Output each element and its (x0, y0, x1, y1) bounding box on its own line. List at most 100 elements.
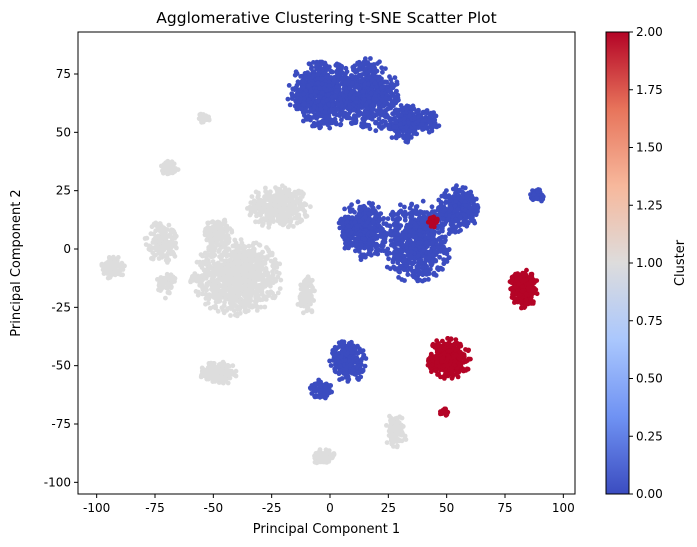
cluster-1-point (195, 292, 201, 298)
cluster-1-point (248, 280, 254, 286)
cluster-0-point (359, 244, 364, 250)
cluster-0-point (346, 244, 352, 250)
cluster-0-point (402, 211, 408, 216)
cluster-0-point (406, 120, 411, 125)
cluster-0-point (424, 240, 429, 246)
cluster-1-point (285, 224, 291, 230)
cluster-0-point (347, 207, 353, 213)
cluster-0-point (421, 247, 426, 253)
scatter-points (99, 56, 546, 466)
cluster-1-point (288, 217, 294, 223)
cluster-1-point (211, 228, 217, 233)
cluster-0-point (379, 97, 385, 103)
cluster-1-point (108, 273, 113, 279)
cluster-1-point (212, 252, 218, 258)
cluster-0-point (324, 74, 329, 80)
cluster-0-point (377, 59, 382, 65)
cluster-1-point (116, 271, 122, 277)
cluster-1-point (254, 308, 260, 313)
cluster-0-point (405, 133, 411, 139)
cluster-0-point (349, 73, 355, 79)
cluster-0-point (355, 60, 360, 66)
cluster-1-point (203, 296, 209, 301)
cluster-1-point (315, 455, 321, 461)
cluster-0-point (306, 83, 312, 89)
cluster-0-point (337, 111, 343, 116)
cluster-0-point (319, 81, 325, 87)
cluster-0-point (315, 62, 320, 68)
cluster-0-point (385, 216, 391, 222)
cluster-1-point (260, 284, 266, 289)
cluster-0-point (408, 254, 414, 260)
cluster-1-point (219, 379, 225, 385)
cluster-1-point (231, 308, 237, 313)
cluster-0-point (412, 208, 417, 214)
cluster-0-point (367, 126, 373, 132)
cluster-1-point (163, 295, 168, 301)
cluster-1-point (208, 232, 214, 238)
cluster-1-point (317, 447, 323, 452)
cluster-0-point (392, 75, 398, 80)
cluster-1-point (278, 277, 284, 283)
cluster-0-point (359, 121, 365, 126)
cluster-1-point (280, 183, 285, 189)
cluster-1-point (251, 269, 256, 275)
cluster-0-point (392, 115, 397, 121)
cluster-1-point (164, 254, 170, 260)
cluster-0-point (294, 92, 300, 97)
cluster-0-point (394, 231, 399, 236)
cluster-1-point (265, 290, 270, 295)
cluster-0-point (415, 240, 421, 246)
cluster-0-point (292, 72, 298, 78)
cluster-0-point (411, 106, 417, 112)
cluster-1-point (271, 266, 277, 271)
cluster-0-point (446, 247, 452, 252)
cluster-0-point (435, 265, 441, 270)
cluster-0-point (401, 253, 407, 259)
cluster-1-point (214, 279, 220, 285)
cluster-1-point (156, 256, 162, 261)
cluster-1-point (289, 210, 295, 215)
cluster-1-point (309, 277, 315, 283)
cluster-0-point (324, 114, 330, 119)
cluster-0-point (387, 250, 392, 256)
cluster-0-point (312, 104, 317, 110)
cluster-0-point (338, 122, 343, 128)
cluster-0-point (365, 81, 371, 87)
cluster-1-point (218, 225, 224, 231)
cluster-1-point (246, 299, 252, 305)
cluster-1-point (222, 219, 228, 225)
cluster-0-point (335, 107, 340, 112)
cluster-0-point (311, 60, 316, 65)
cluster-0-point (304, 117, 310, 122)
cluster-0-point (317, 85, 323, 91)
cluster-1-point (399, 429, 405, 435)
cluster-1-point (233, 256, 238, 262)
cluster-1-point (265, 254, 270, 259)
cluster-0-point (374, 120, 380, 126)
cluster-1-point (303, 281, 309, 286)
cluster-0-point (287, 102, 293, 108)
cluster-0-point (289, 91, 295, 97)
cluster-1-point (264, 245, 269, 250)
cluster-0-point (407, 205, 413, 211)
cluster-1-point (268, 283, 273, 289)
cluster-0-point (344, 114, 350, 120)
cluster-1-point (275, 274, 281, 280)
cluster-1-point (168, 228, 173, 234)
chart-title: Agglomerative Clustering t-SNE Scatter P… (156, 9, 496, 27)
cluster-1-point (222, 248, 228, 254)
cluster-0-point (373, 128, 379, 134)
cluster-0-point (308, 89, 314, 94)
cluster-0-point (335, 66, 341, 72)
cluster-1-point (281, 204, 287, 210)
cluster-1-point (217, 294, 223, 300)
cluster-0-point (366, 63, 372, 69)
cluster-1-point (151, 222, 157, 227)
cluster-0-point (320, 119, 326, 124)
cluster-1-point (387, 427, 393, 433)
cluster-0-point (329, 69, 335, 75)
cluster-1-point (163, 236, 169, 242)
cluster-1-point (248, 249, 254, 255)
cluster-1-point (273, 193, 278, 198)
